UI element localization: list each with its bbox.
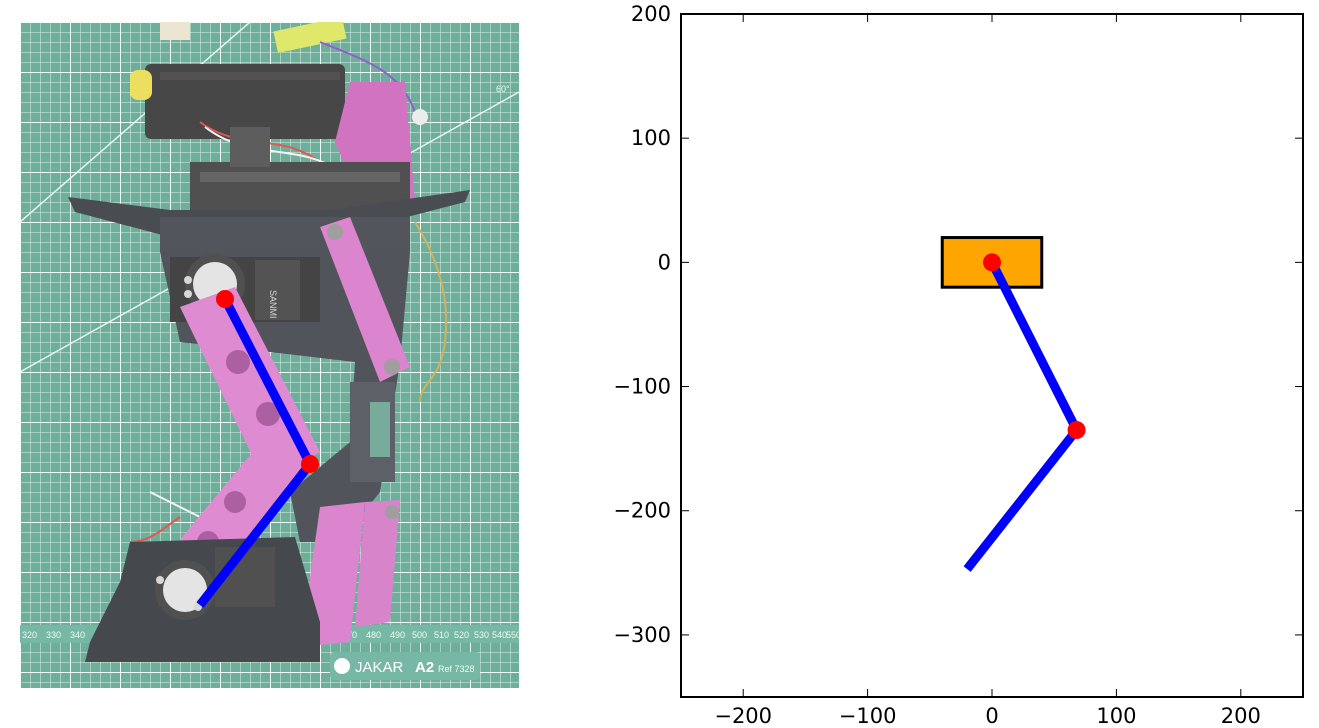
photo-canvas: 60° 320 330 340 470 480 490 500 510 520 …: [20, 22, 519, 688]
leg-joint-point: [1067, 421, 1086, 440]
photo-leg-joint: [301, 455, 319, 473]
leg-joint-point: [983, 253, 1001, 272]
y-tick-label: −100: [613, 375, 671, 399]
brand-badge: JAKAR A2 Ref 7328: [330, 652, 480, 680]
upper-strut: [320, 217, 410, 382]
x-tick-label: 100: [1096, 704, 1136, 728]
thigh-link: [180, 287, 320, 482]
ruler-label: 490: [390, 630, 405, 640]
x-tick-label: −200: [714, 704, 772, 728]
ruler-labels: 320 330 340 470 480 490 500 510 520 530 …: [22, 630, 519, 640]
ruler-label: 480: [366, 630, 381, 640]
ruler-label: 510: [434, 630, 449, 640]
y-tick-label: 100: [631, 126, 671, 150]
photo-leg-overlay: [196, 290, 319, 608]
servo-label: SANMI: [268, 290, 278, 319]
ruler-label: 330: [46, 630, 61, 640]
y-tick-label: −300: [613, 623, 671, 647]
plot-area: [681, 14, 1303, 697]
top-plate: [68, 190, 470, 252]
brand-name: JAKAR: [355, 659, 404, 676]
ruler-label: 340: [70, 630, 85, 640]
ruler-label: 320: [22, 630, 37, 640]
ruler-label: 500: [412, 630, 427, 640]
ruler-label: 540: [492, 630, 507, 640]
mat-angle-label: 60°: [496, 84, 510, 94]
brand-model: A2: [415, 659, 434, 676]
ruler-label: 550: [506, 630, 519, 640]
y-tick-label: −200: [613, 499, 671, 523]
robot-leg-photo: 60° 320 330 340 470 480 490 500 510 520 …: [20, 22, 519, 688]
x-tick-label: −100: [839, 704, 897, 728]
battery-pack: [130, 22, 347, 139]
leg-link-segment: [987, 260, 1081, 433]
brand-ref: Ref 7328: [438, 664, 475, 674]
ruler-label: 520: [454, 630, 469, 640]
x-tick-label: 0: [985, 704, 998, 728]
y-tick-label: 200: [631, 2, 671, 26]
ruler-label: 530: [474, 630, 489, 640]
y-tick-label: 0: [658, 250, 671, 274]
leg-link-segment: [963, 427, 1081, 572]
photo-leg-joint: [216, 290, 234, 308]
control-board: [190, 109, 428, 217]
x-tick-label: 200: [1221, 704, 1261, 728]
photo-wash: [20, 22, 519, 688]
